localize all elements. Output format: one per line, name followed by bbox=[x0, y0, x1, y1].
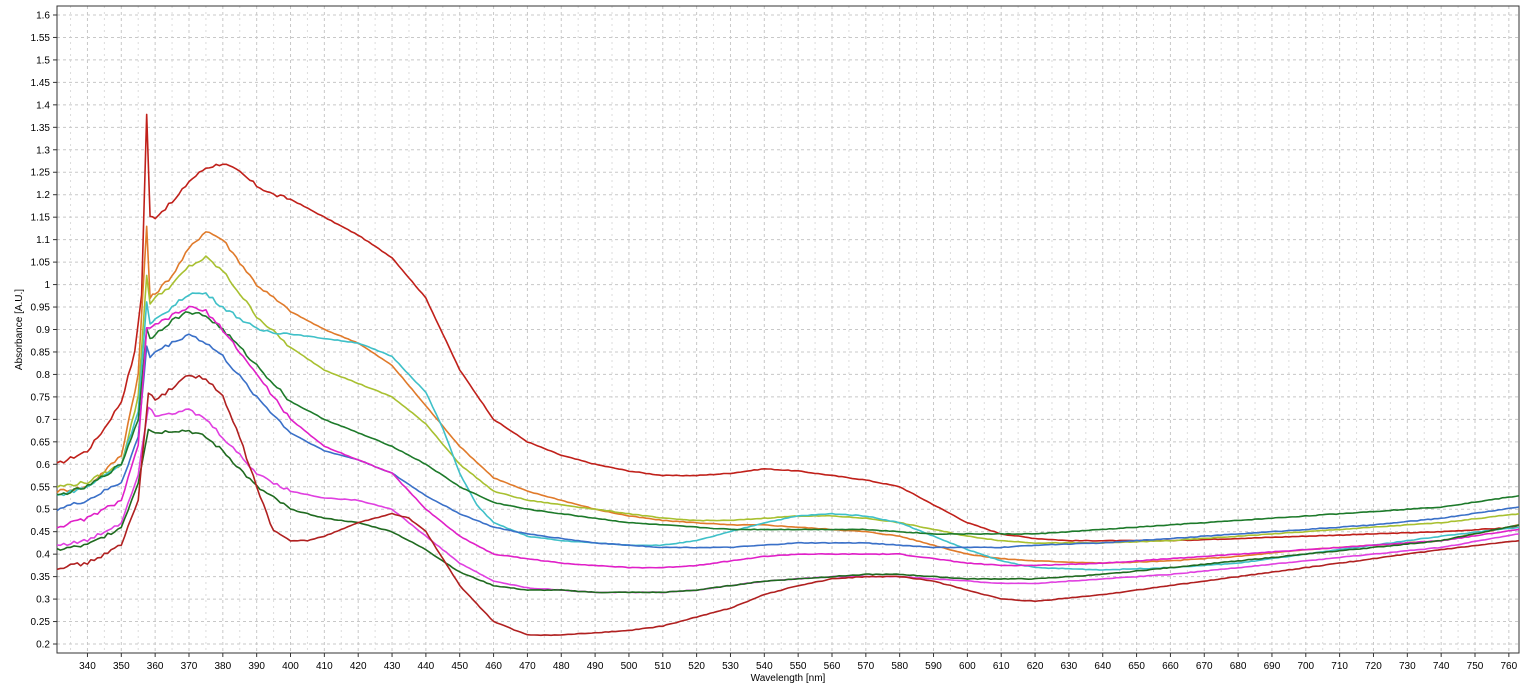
x-tick-label: 380 bbox=[214, 661, 231, 672]
y-tick-label: 0.3 bbox=[36, 595, 50, 606]
series-line bbox=[56, 311, 1520, 536]
y-tick-label: 0.45 bbox=[31, 527, 51, 538]
series-line bbox=[56, 113, 1519, 542]
y-tick-label: 0.8 bbox=[36, 370, 50, 381]
x-tick-label: 490 bbox=[587, 661, 604, 672]
x-tick-label: 720 bbox=[1365, 661, 1382, 672]
x-tick-label: 540 bbox=[756, 661, 773, 672]
x-tick-label: 550 bbox=[790, 661, 807, 672]
y-tick-label: 0.55 bbox=[31, 482, 51, 493]
y-tick-label: 1.1 bbox=[36, 235, 50, 246]
x-tick-label: 630 bbox=[1061, 661, 1078, 672]
y-tick-label: 0.65 bbox=[31, 437, 51, 448]
x-tick-label: 420 bbox=[350, 661, 367, 672]
y-tick-label: 0.6 bbox=[36, 460, 50, 471]
x-tick-label: 410 bbox=[316, 661, 333, 672]
x-tick-label: 610 bbox=[993, 661, 1010, 672]
x-tick-label: 520 bbox=[688, 661, 705, 672]
series-line bbox=[56, 333, 1520, 549]
x-tick-label: 500 bbox=[621, 661, 638, 672]
y-tick-label: 0.4 bbox=[36, 550, 50, 561]
x-tick-label: 730 bbox=[1399, 661, 1416, 672]
x-tick-label: 370 bbox=[181, 661, 198, 672]
x-tick-label: 400 bbox=[282, 661, 299, 672]
x-tick-label: 660 bbox=[1162, 661, 1179, 672]
x-tick-label: 640 bbox=[1094, 661, 1111, 672]
y-tick-label: 1.2 bbox=[36, 190, 50, 201]
x-tick-label: 340 bbox=[79, 661, 96, 672]
x-tick-label: 680 bbox=[1230, 661, 1247, 672]
x-tick-label: 450 bbox=[451, 661, 468, 672]
y-tick-label: 1.25 bbox=[31, 168, 51, 179]
y-tick-label: 1.4 bbox=[36, 100, 50, 111]
y-axis: 0.2 0.25 0.3 0.35 0.4 0.45 0.5 0.55 0.6 0.65 0.7 0.… bbox=[31, 10, 57, 651]
x-tick-label: 560 bbox=[824, 661, 841, 672]
x-tick-label: 750 bbox=[1467, 661, 1484, 672]
grid-layer bbox=[57, 6, 1519, 653]
x-tick-label: 670 bbox=[1196, 661, 1213, 672]
x-tick-label: 510 bbox=[654, 661, 671, 672]
x-tick-label: 740 bbox=[1433, 661, 1450, 672]
x-axis: 340 350 360 370 380 390 400 410 420 430 440 450 460 4… bbox=[79, 653, 1518, 672]
y-tick-label: 1.55 bbox=[31, 33, 51, 44]
y-tick-label: 1.6 bbox=[36, 10, 50, 21]
y-tick-label: 0.95 bbox=[31, 303, 51, 314]
x-tick-label: 390 bbox=[248, 661, 265, 672]
series-layer bbox=[56, 113, 1520, 637]
x-tick-label: 430 bbox=[384, 661, 401, 672]
series-line bbox=[56, 406, 1520, 594]
x-tick-label: 530 bbox=[722, 661, 739, 672]
y-tick-label: 0.35 bbox=[31, 572, 51, 583]
x-tick-label: 690 bbox=[1264, 661, 1281, 672]
x-tick-label: 580 bbox=[891, 661, 908, 672]
x-tick-label: 360 bbox=[147, 661, 164, 672]
x-tick-label: 460 bbox=[485, 661, 502, 672]
y-tick-label: 0.2 bbox=[36, 640, 50, 651]
y-tick-label: 1.05 bbox=[31, 258, 51, 269]
x-tick-label: 620 bbox=[1027, 661, 1044, 672]
y-tick-label: 0.9 bbox=[36, 325, 50, 336]
x-axis-label: Wavelength [nm] bbox=[751, 673, 826, 684]
series-line bbox=[56, 305, 1520, 569]
y-tick-label: 0.85 bbox=[31, 347, 51, 358]
y-tick-label: 0.25 bbox=[31, 617, 51, 628]
x-tick-label: 760 bbox=[1501, 661, 1518, 672]
y-tick-label: 1.35 bbox=[31, 123, 51, 134]
x-tick-label: 600 bbox=[959, 661, 976, 672]
y-tick-label: 0.5 bbox=[36, 505, 50, 516]
y-tick-label: 1.5 bbox=[36, 55, 50, 66]
x-tick-label: 710 bbox=[1331, 661, 1348, 672]
x-tick-label: 570 bbox=[857, 661, 874, 672]
x-tick-label: 470 bbox=[519, 661, 536, 672]
x-tick-label: 350 bbox=[113, 661, 130, 672]
x-tick-label: 700 bbox=[1297, 661, 1314, 672]
x-tick-label: 590 bbox=[925, 661, 942, 672]
x-tick-label: 480 bbox=[553, 661, 570, 672]
series-line bbox=[56, 428, 1520, 594]
y-tick-label: 1.45 bbox=[31, 78, 51, 89]
y-tick-label: 1.3 bbox=[36, 145, 50, 156]
series-line bbox=[56, 374, 1520, 637]
y-tick-label: 0.75 bbox=[31, 392, 51, 403]
series-line bbox=[56, 225, 1520, 564]
y-tick-label: 1 bbox=[44, 280, 50, 291]
y-tick-label: 1.15 bbox=[31, 213, 51, 224]
x-tick-label: 440 bbox=[418, 661, 435, 672]
y-axis-label: Absorbance [A.U.] bbox=[14, 289, 25, 370]
series-line bbox=[56, 255, 1520, 545]
x-tick-label: 650 bbox=[1128, 661, 1145, 672]
y-tick-label: 0.7 bbox=[36, 415, 50, 426]
